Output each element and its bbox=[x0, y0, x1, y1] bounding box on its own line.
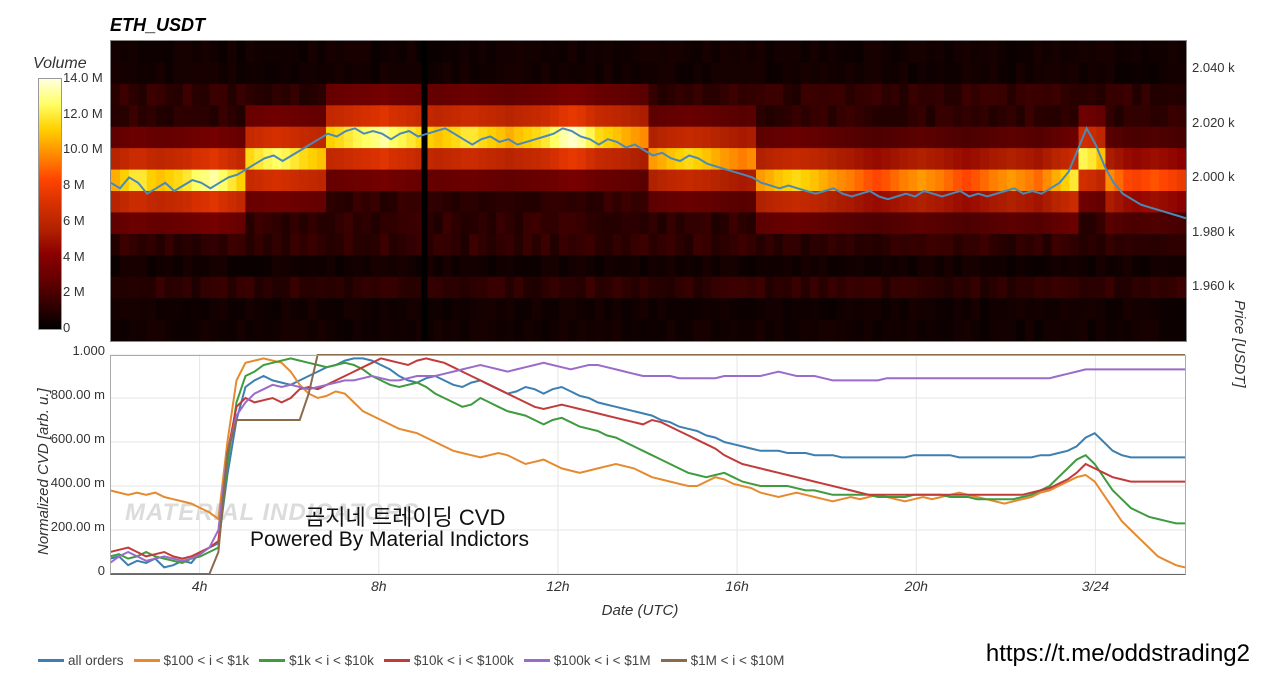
legend-item: $100k < i < $1M bbox=[524, 653, 651, 668]
footer-link[interactable]: https://t.me/oddstrading2 bbox=[986, 640, 1250, 668]
overlay-text-2: Powered By Material Indictors bbox=[250, 528, 529, 552]
legend-swatch bbox=[524, 659, 550, 662]
legend-swatch bbox=[134, 659, 160, 662]
heatmap-plot bbox=[110, 40, 1187, 342]
legend: all orders $100 < i < $1k $1k < i < $10k $1… bbox=[38, 653, 784, 668]
legend-swatch bbox=[384, 659, 410, 662]
legend-item: $1M < i < $10M bbox=[661, 653, 785, 668]
legend-label: all orders bbox=[68, 653, 124, 668]
legend-item: all orders bbox=[38, 653, 124, 668]
chart-title: ETH_USDT bbox=[110, 15, 205, 36]
legend-item: $10k < i < $100k bbox=[384, 653, 514, 668]
colorbar bbox=[38, 78, 62, 330]
legend-swatch bbox=[38, 659, 64, 662]
legend-label: $1k < i < $10k bbox=[289, 653, 374, 668]
legend-label: $1M < i < $10M bbox=[691, 653, 785, 668]
legend-swatch bbox=[259, 659, 285, 662]
legend-item: $100 < i < $1k bbox=[134, 653, 250, 668]
legend-label: $10k < i < $100k bbox=[414, 653, 514, 668]
legend-label: $100 < i < $1k bbox=[164, 653, 250, 668]
price-axis-label: Price [USDT] bbox=[1231, 300, 1248, 388]
cvd-y-label: Normalized CVD [arb. u.] bbox=[35, 388, 52, 555]
legend-swatch bbox=[661, 659, 687, 662]
legend-label: $100k < i < $1M bbox=[554, 653, 651, 668]
x-axis-label: Date (UTC) bbox=[0, 602, 1280, 619]
legend-item: $1k < i < $10k bbox=[259, 653, 374, 668]
